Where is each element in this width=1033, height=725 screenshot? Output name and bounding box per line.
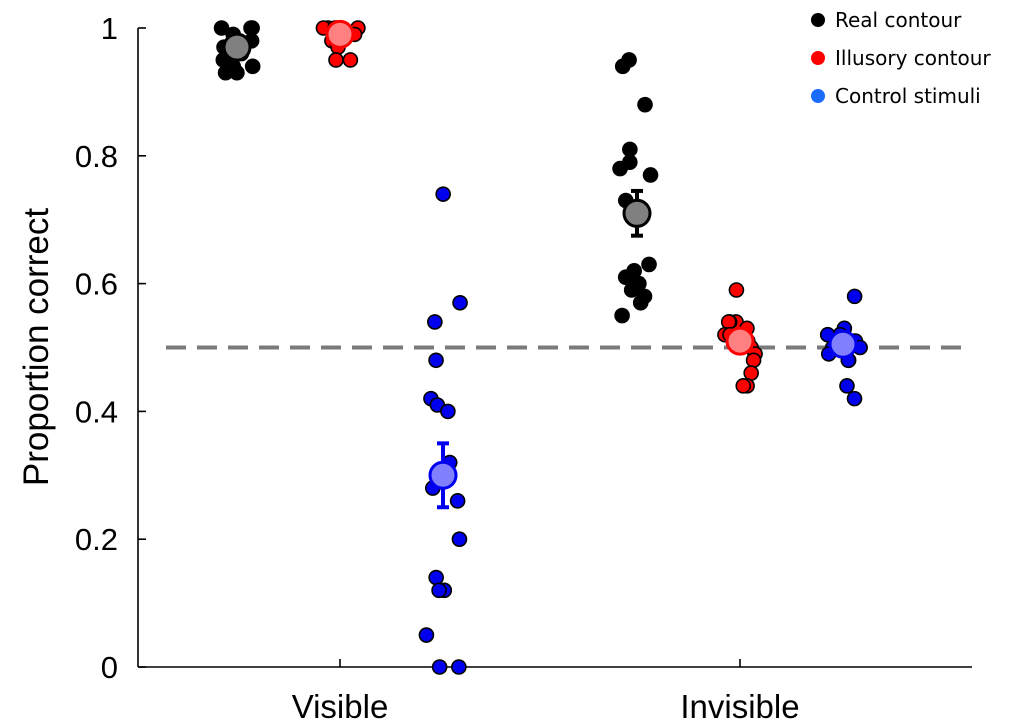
data-point: [328, 52, 344, 68]
data-point: [440, 403, 456, 420]
data-point: [612, 160, 628, 177]
data-point: [431, 659, 448, 675]
group-means: [222, 19, 858, 510]
y-tick-label: 0.4: [75, 394, 118, 429]
data-point: [637, 96, 653, 113]
y-tick-label: 0.2: [75, 522, 118, 557]
data-point: [745, 352, 762, 369]
x-ticks: Visible Invisible: [292, 659, 800, 725]
data-point: [244, 58, 261, 75]
data-point: [342, 52, 359, 68]
x-category-label-invisible: Invisible: [680, 688, 799, 725]
legend-entry: Control stimuli: [835, 84, 981, 108]
data-point: [451, 531, 468, 548]
data-point: [451, 659, 467, 675]
data-point: [617, 269, 634, 286]
group-mean-marker: [725, 326, 755, 356]
data-point: [449, 493, 466, 509]
data-point: [846, 390, 863, 407]
legend-entry: Illusory contour: [835, 46, 991, 70]
data-point: [435, 186, 451, 202]
legend-entry: Real contour: [835, 8, 962, 32]
data-point: [846, 288, 863, 305]
legend-marker: [811, 89, 825, 103]
data-point: [623, 282, 640, 298]
legend: Real contour Illusory contour Control stim…: [811, 8, 991, 108]
data-point: [213, 20, 230, 36]
data-point: [839, 378, 855, 394]
data-point: [614, 307, 630, 324]
data-point: [418, 627, 435, 643]
y-ticks: 0 0.2 0.4 0.6 0.8 1: [75, 11, 146, 685]
data-point: [735, 378, 752, 394]
x-category-label-visible: Visible: [292, 688, 389, 725]
group-mean-marker: [222, 32, 252, 62]
data-point: [743, 365, 759, 381]
y-tick-label: 0.6: [75, 267, 118, 302]
data-point: [641, 256, 657, 273]
legend-marker: [811, 51, 825, 65]
data-point: [229, 64, 245, 81]
data-point: [622, 141, 638, 158]
data-point: [632, 294, 649, 311]
data-point: [428, 569, 444, 586]
data-point: [428, 352, 444, 369]
y-axis-label: Proportion correct: [17, 208, 56, 486]
legend-marker: [811, 13, 825, 27]
group-mean-marker: [325, 19, 355, 49]
axes: [137, 28, 972, 668]
data-point: [642, 167, 659, 183]
group-mean-marker: [428, 460, 458, 490]
data-point: [614, 58, 631, 75]
data-point: [452, 294, 468, 311]
y-tick-label: 0: [101, 650, 118, 685]
data-point: [720, 314, 737, 330]
y-tick-label: 0.8: [75, 139, 118, 174]
group-mean-marker: [828, 329, 858, 359]
data-point: [728, 282, 745, 298]
data-point: [427, 314, 443, 330]
data-point: [244, 20, 260, 36]
group-mean-marker: [622, 198, 652, 228]
y-tick-label: 1: [101, 11, 118, 46]
data-point: [431, 582, 447, 599]
